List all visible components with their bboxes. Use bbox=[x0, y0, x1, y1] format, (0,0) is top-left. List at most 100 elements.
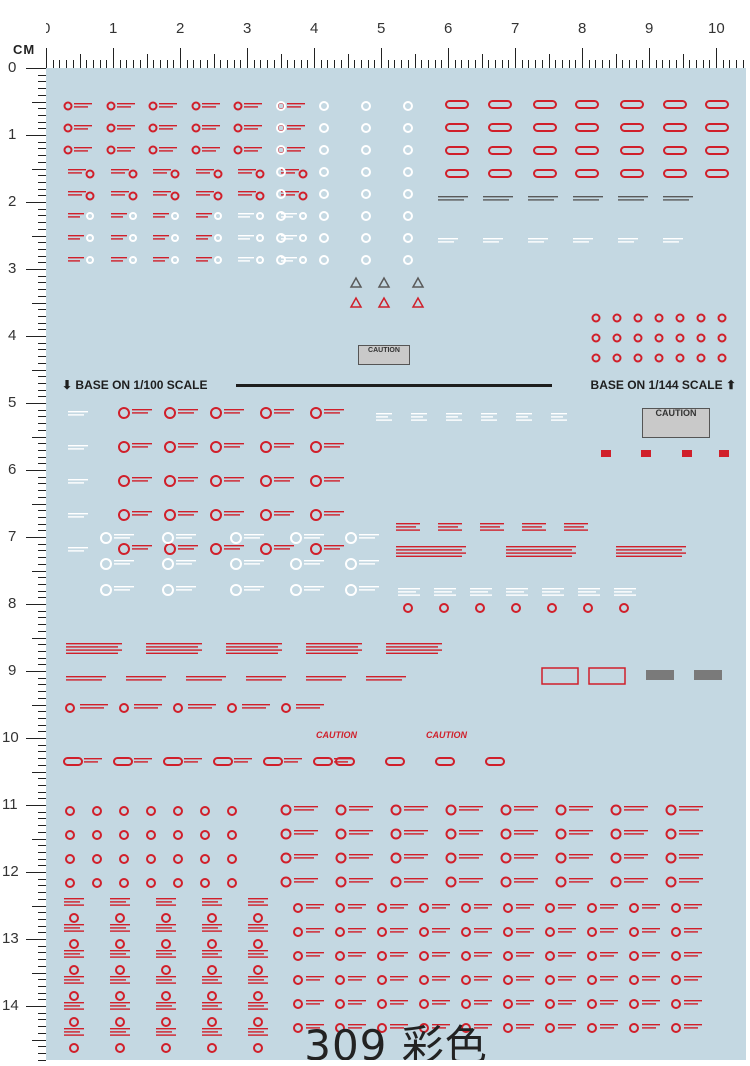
red-text-decal bbox=[404, 809, 424, 811]
red-ring-decal bbox=[671, 951, 681, 961]
caution-red-label-2: CAUTION bbox=[426, 730, 467, 740]
red-text-decal bbox=[348, 952, 366, 954]
red-text-decal bbox=[564, 526, 584, 528]
ruler-tick bbox=[32, 972, 46, 974]
red-text-decal bbox=[64, 898, 84, 900]
red-ring-decal bbox=[233, 101, 243, 111]
ruler-tick bbox=[280, 54, 282, 68]
ruler-tick bbox=[38, 483, 46, 485]
ruler-tick bbox=[327, 60, 329, 68]
ruler-tick bbox=[622, 60, 624, 68]
ruler-tick bbox=[595, 60, 597, 68]
red-text-decal bbox=[132, 409, 152, 411]
ruler-tick bbox=[38, 523, 46, 525]
red-ring-decal bbox=[293, 951, 303, 961]
ruler-tick bbox=[38, 1052, 46, 1054]
ruler-tick bbox=[414, 54, 416, 68]
ruler-number-left: 3 bbox=[8, 260, 17, 277]
red-text-decal bbox=[306, 928, 324, 930]
red-text-decal bbox=[348, 955, 362, 957]
red-text-decal bbox=[244, 150, 258, 152]
red-ring-decal bbox=[390, 804, 402, 816]
ruler-tick bbox=[38, 1032, 46, 1034]
white-ring-decal bbox=[403, 123, 413, 133]
red-ring-decal bbox=[377, 975, 387, 985]
red-text-decal bbox=[159, 150, 173, 152]
ruler-tick bbox=[38, 744, 46, 746]
ruler-tick bbox=[38, 550, 46, 552]
white-text-decal bbox=[244, 586, 264, 588]
ruler-tick bbox=[448, 48, 449, 68]
red-text-decal bbox=[569, 806, 593, 808]
red-text-decal bbox=[348, 1000, 366, 1002]
white-ring-decal bbox=[361, 123, 371, 133]
ruler-tick bbox=[253, 60, 255, 68]
red-text-decal bbox=[306, 976, 324, 978]
red-ring-decal bbox=[675, 353, 685, 363]
red-text-decal bbox=[459, 806, 483, 808]
red-text-decal bbox=[248, 904, 268, 906]
red-text-decal bbox=[248, 924, 268, 926]
ruler-tick bbox=[220, 60, 222, 68]
grey-text-decal bbox=[573, 199, 599, 201]
red-ring-decal bbox=[146, 878, 156, 888]
red-text-decal bbox=[202, 979, 218, 981]
red-ring-decal bbox=[65, 878, 75, 888]
white-text-decal bbox=[618, 241, 634, 243]
ruler-tick bbox=[38, 825, 46, 827]
red-ring-decal bbox=[164, 509, 176, 521]
text-decal bbox=[153, 213, 169, 215]
red-text-decal bbox=[156, 982, 176, 984]
ruler-tick bbox=[32, 168, 46, 170]
red-pill-decal bbox=[163, 757, 183, 766]
red-ring-decal bbox=[475, 603, 485, 613]
red-text-decal bbox=[459, 809, 479, 811]
white-ring-decal bbox=[319, 211, 329, 221]
red-ring-decal bbox=[629, 999, 639, 1009]
ruler-tick bbox=[642, 60, 644, 68]
red-ring-decal bbox=[439, 603, 449, 613]
red-text-decal bbox=[569, 857, 589, 859]
red-text-decal bbox=[248, 930, 268, 932]
red-text-decal bbox=[296, 704, 324, 706]
red-text-decal bbox=[248, 1008, 268, 1010]
red-ring-decal bbox=[610, 852, 622, 864]
red-text-decal bbox=[202, 976, 222, 978]
ruler-tick bbox=[354, 60, 356, 68]
red-text-decal bbox=[600, 1000, 618, 1002]
red-text-decal bbox=[558, 904, 576, 906]
red-text-decal bbox=[624, 881, 644, 883]
red-ring-decal bbox=[146, 854, 156, 864]
red-ring-decal bbox=[293, 1023, 303, 1033]
red-text-decal bbox=[514, 857, 534, 859]
white-text-decal bbox=[359, 534, 379, 536]
red-text-decal bbox=[294, 830, 318, 832]
white-ring-decal bbox=[361, 255, 371, 265]
red-ring-decal bbox=[161, 1043, 171, 1053]
white-ring-decal bbox=[361, 189, 371, 199]
red-text-decal bbox=[224, 477, 244, 479]
red-text-decal bbox=[349, 833, 369, 835]
red-text-decal bbox=[600, 952, 618, 954]
red-text-decal bbox=[642, 907, 656, 909]
ruler-tick bbox=[32, 704, 46, 706]
hazard-stripe-decal bbox=[694, 670, 722, 680]
red-pill-decal bbox=[113, 757, 133, 766]
ruler-tick bbox=[38, 530, 46, 532]
red-text-decal bbox=[274, 514, 290, 516]
red-text-decal bbox=[202, 898, 222, 900]
text-decal bbox=[281, 260, 293, 262]
ruler-tick bbox=[159, 60, 161, 68]
ruler-number-top: 1 bbox=[109, 20, 118, 37]
ruler-tick bbox=[555, 60, 557, 68]
red-ring-decal bbox=[148, 145, 158, 155]
red-text-decal bbox=[294, 857, 314, 859]
red-ring-decal bbox=[587, 903, 597, 913]
red-text-decal bbox=[306, 676, 346, 678]
ruler-tick bbox=[454, 60, 456, 68]
white-ring-decal bbox=[100, 558, 112, 570]
white-text-decal bbox=[176, 560, 196, 562]
ruler-tick bbox=[38, 858, 46, 860]
white-ring-decal bbox=[86, 234, 94, 242]
red-text-decal bbox=[64, 1031, 80, 1033]
